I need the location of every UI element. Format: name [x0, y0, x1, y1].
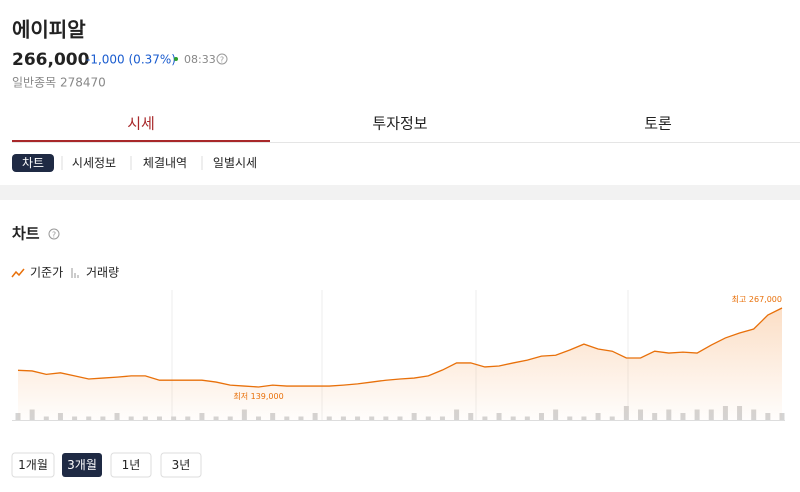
period-button[interactable] — [160, 452, 202, 478]
price-area — [18, 308, 782, 420]
section-title: 차트 — [12, 225, 40, 243]
time: 08:33 — [184, 53, 216, 66]
legend-label[interactable]: 기준가 — [30, 266, 63, 280]
subtab[interactable]: 체결내역 — [143, 156, 187, 170]
extreme-value: 267,000 — [749, 295, 782, 304]
live-dot — [174, 57, 178, 61]
price-line — [17, 307, 783, 388]
extreme-label: 최저 139,000 — [233, 391, 283, 401]
subtab-pill[interactable] — [12, 154, 54, 172]
legend-bar-icon — [71, 268, 79, 278]
period-button[interactable] — [11, 452, 55, 478]
subtab[interactable]: 일별시세 — [213, 156, 257, 170]
legend-label[interactable]: 거래량 — [86, 266, 119, 280]
period-label[interactable]: 1년 — [122, 458, 141, 472]
stock-name: 에이피알 — [12, 18, 86, 42]
extreme-label: 최고 267,000 — [732, 294, 782, 304]
period-button[interactable] — [110, 452, 152, 478]
period-label[interactable]: 1개월 — [18, 458, 48, 472]
subtab[interactable]: 차트 — [22, 156, 44, 170]
period-label[interactable]: 3개월 — [67, 458, 97, 472]
market-info: 일반종목 278470 — [12, 76, 106, 90]
extreme-text: 최고 — [732, 294, 747, 304]
extreme-text: 최저 — [233, 391, 248, 401]
tab[interactable]: 토론 — [644, 115, 672, 133]
period-label[interactable]: 3년 — [172, 458, 191, 472]
subtab[interactable]: 시세정보 — [72, 156, 116, 170]
price: 266,000 — [12, 50, 90, 70]
svg-text:?: ? — [220, 56, 224, 65]
period-button[interactable] — [62, 453, 102, 477]
help-icon[interactable]: ? — [48, 228, 60, 240]
svg-text:?: ? — [52, 231, 56, 240]
legend-line-icon — [11, 268, 25, 278]
section-gap — [0, 185, 800, 200]
help-icon[interactable]: ? — [216, 53, 228, 65]
price-change: -1,000 (0.37%) — [86, 53, 176, 67]
tab[interactable]: 투자정보 — [372, 115, 427, 133]
tab[interactable]: 시세 — [127, 115, 155, 133]
tab-underline — [12, 140, 270, 142]
extreme-value: 139,000 — [251, 392, 284, 401]
